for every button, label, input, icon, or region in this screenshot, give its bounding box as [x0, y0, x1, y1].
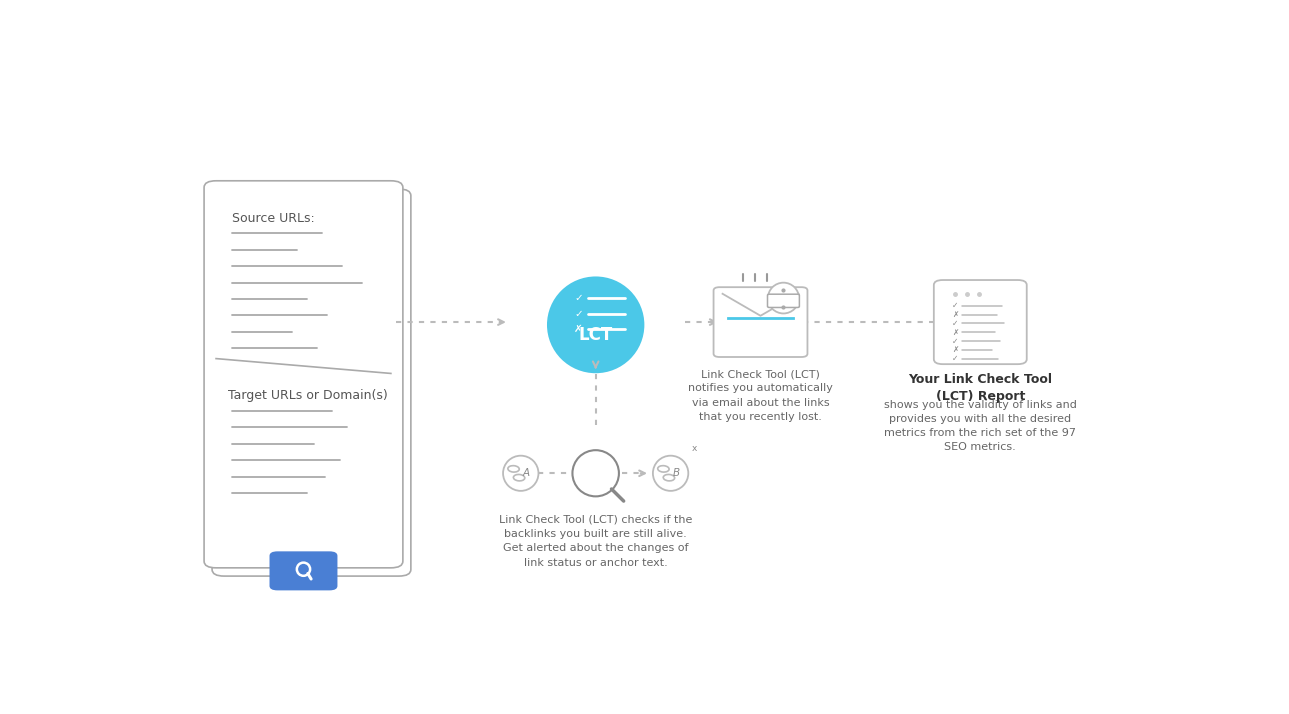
Text: Link Check Tool (LCT)
notifies you automatically
via email about the links
that : Link Check Tool (LCT) notifies you autom… [688, 369, 833, 422]
Text: ✗: ✗ [951, 310, 958, 319]
Text: ✗: ✗ [951, 346, 958, 354]
Ellipse shape [572, 451, 619, 496]
Text: B: B [673, 468, 679, 478]
FancyBboxPatch shape [213, 189, 411, 576]
Text: x: x [691, 444, 696, 453]
FancyBboxPatch shape [204, 181, 403, 568]
Text: LCT: LCT [579, 326, 612, 344]
Text: ✓: ✓ [951, 301, 958, 311]
Ellipse shape [768, 283, 799, 313]
Text: ✓: ✓ [951, 336, 958, 346]
FancyBboxPatch shape [714, 287, 807, 357]
Text: Source URLs:: Source URLs: [232, 212, 315, 225]
Text: shows you the validity of links and
provides you with all the desired
metrics fr: shows you the validity of links and prov… [884, 401, 1076, 453]
Text: Target URLs or Domain(s): Target URLs or Domain(s) [228, 389, 388, 402]
Text: A: A [523, 468, 530, 478]
Text: ✗: ✗ [575, 324, 583, 334]
FancyBboxPatch shape [933, 280, 1027, 364]
Text: Your Link Check Tool
(LCT) Report: Your Link Check Tool (LCT) Report [909, 373, 1052, 403]
Text: ✓: ✓ [951, 354, 958, 363]
Ellipse shape [547, 276, 644, 373]
Text: ✗: ✗ [951, 328, 958, 337]
Text: ✓: ✓ [575, 308, 583, 318]
Ellipse shape [503, 456, 539, 491]
FancyBboxPatch shape [269, 551, 338, 590]
Ellipse shape [654, 456, 688, 491]
Text: Link Check Tool (LCT) checks if the
backlinks you built are still alive.
Get ale: Link Check Tool (LCT) checks if the back… [499, 515, 692, 568]
FancyBboxPatch shape [767, 294, 799, 308]
Text: ✓: ✓ [575, 293, 583, 303]
Text: ✓: ✓ [951, 319, 958, 328]
